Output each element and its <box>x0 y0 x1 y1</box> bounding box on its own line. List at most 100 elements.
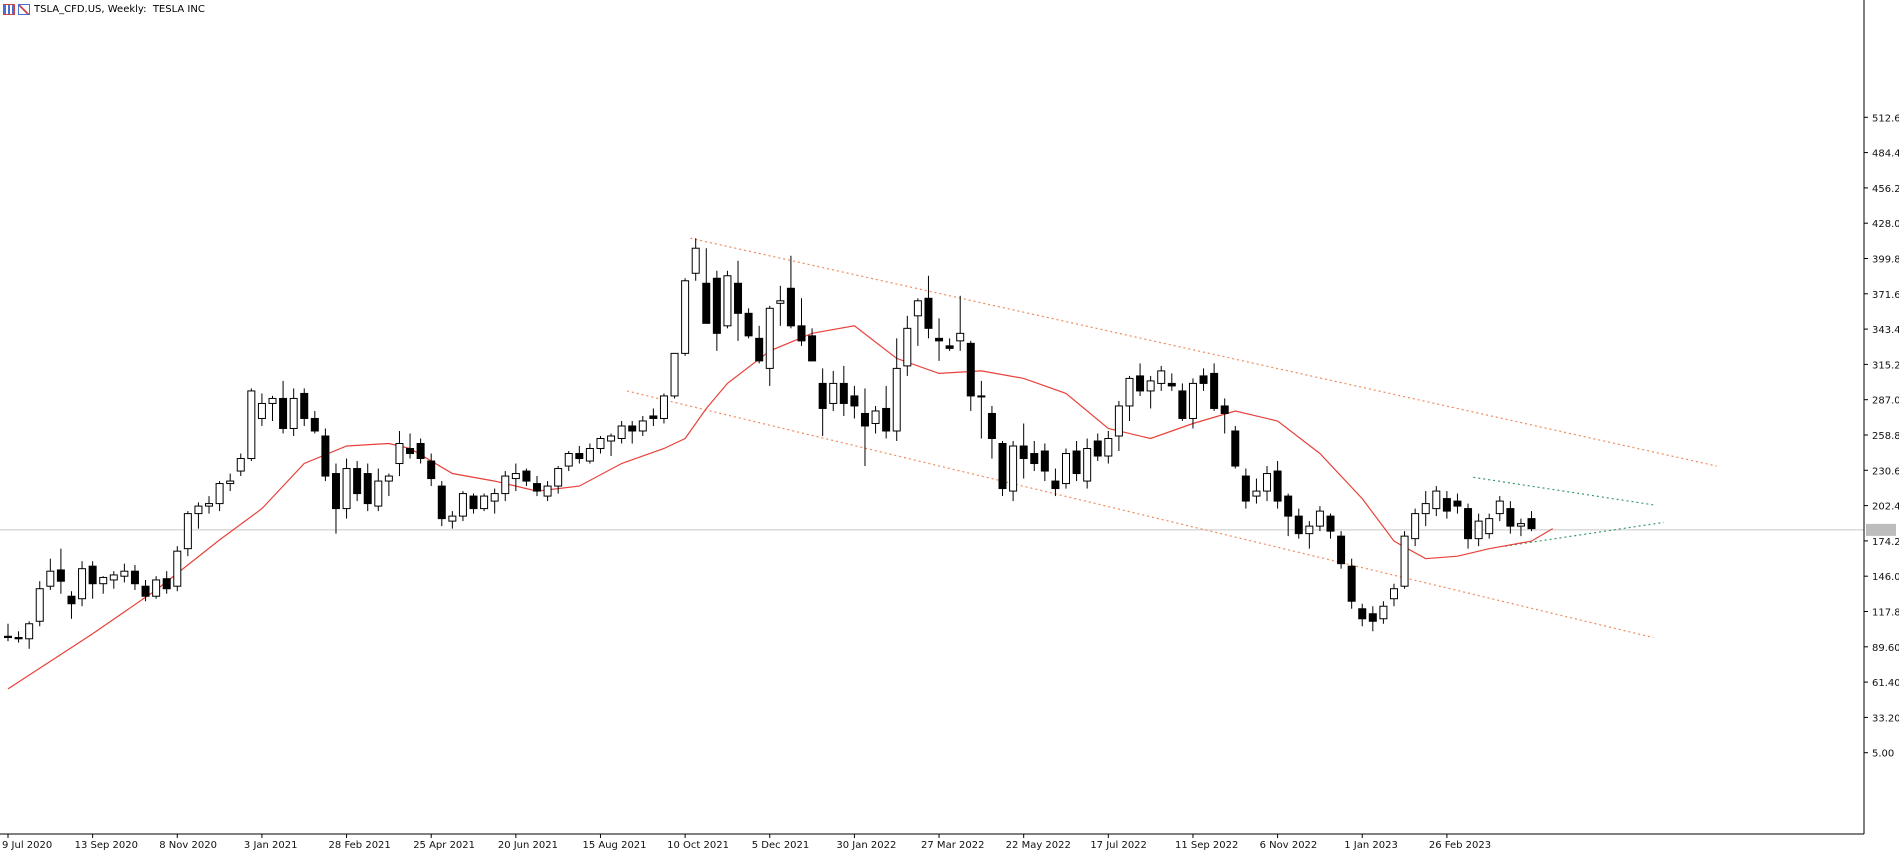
candle <box>797 298 806 346</box>
candle-body <box>1421 503 1430 515</box>
candle-body <box>945 345 954 349</box>
candle <box>575 446 584 464</box>
candle-body <box>956 332 965 342</box>
candle <box>279 380 288 434</box>
candle <box>670 352 679 399</box>
current-price-tag <box>1866 523 1896 536</box>
candle-body <box>808 335 817 362</box>
y-tick-label: 371.60 <box>1872 290 1899 301</box>
x-tick-label: 8 Nov 2020 <box>159 840 217 851</box>
candle <box>554 466 563 494</box>
candle <box>480 493 489 512</box>
candle <box>35 581 44 627</box>
y-tick-label: 89.60 <box>1872 643 1899 654</box>
candle <box>310 410 319 434</box>
candle <box>342 458 351 519</box>
candle-body <box>1157 370 1166 384</box>
x-tick-label: 9 Jul 2020 <box>2 840 52 851</box>
chart-grid-icon[interactable] <box>3 3 15 15</box>
candle-body <box>892 367 901 432</box>
candle-body <box>1072 450 1081 475</box>
candle <box>1072 441 1081 482</box>
candle-body <box>141 585 150 597</box>
candle <box>1389 583 1398 607</box>
candle <box>406 433 415 459</box>
candle <box>734 260 743 341</box>
candle-body <box>998 443 1007 490</box>
candle-body <box>723 275 732 327</box>
candle-body <box>215 483 224 505</box>
candle-body <box>871 410 880 424</box>
candle <box>659 393 668 424</box>
y-tick-label: 5.00 <box>1872 749 1894 760</box>
candle-body <box>903 327 912 367</box>
candle-body <box>818 382 827 409</box>
candle-body <box>839 382 848 404</box>
candle <box>1167 373 1176 391</box>
candle-body <box>797 325 806 342</box>
candle <box>533 476 541 497</box>
candle <box>1358 603 1367 627</box>
candle <box>120 563 129 583</box>
candle-body <box>300 392 309 419</box>
candle <box>257 393 266 426</box>
y-tick-label: 258.80 <box>1872 431 1899 442</box>
candle-body <box>1210 372 1219 409</box>
candle <box>649 408 658 426</box>
candle <box>691 238 700 281</box>
plot-area[interactable] <box>0 237 1864 690</box>
candle <box>490 488 499 514</box>
x-tick-label: 3 Jan 2021 <box>244 840 298 851</box>
candle <box>903 315 912 376</box>
y-tick-label: 484.40 <box>1872 149 1899 160</box>
indicator-icon[interactable] <box>18 3 30 15</box>
candle <box>755 325 764 364</box>
candle <box>1093 433 1102 462</box>
candle-body <box>1326 515 1335 532</box>
triangle-upper-line <box>1473 476 1654 506</box>
candle <box>1506 501 1515 534</box>
candle-body <box>78 568 87 600</box>
candle <box>226 473 235 492</box>
candle-body <box>564 453 573 467</box>
candle-body <box>226 480 235 485</box>
candle <box>1474 513 1483 547</box>
candle <box>1241 468 1250 509</box>
candle <box>1442 491 1451 519</box>
candle <box>268 395 277 421</box>
candle <box>300 388 309 426</box>
candle-body <box>458 493 467 517</box>
candle <box>1030 441 1039 472</box>
candle-body <box>1506 508 1515 527</box>
candle-body <box>511 473 520 480</box>
candle-body <box>522 470 531 482</box>
candle <box>236 453 245 477</box>
candle <box>1114 400 1123 452</box>
candle-body <box>120 570 129 577</box>
candle <box>88 561 97 599</box>
candle-body <box>1114 405 1123 437</box>
x-tick-label: 26 Feb 2023 <box>1429 840 1491 851</box>
x-tick-label: 15 Aug 2021 <box>582 840 646 851</box>
candle <box>1104 430 1113 464</box>
candle-body <box>395 443 404 465</box>
candle-body <box>681 280 690 354</box>
candle-body <box>363 473 372 505</box>
candle <box>1231 425 1240 469</box>
candle <box>786 255 795 329</box>
candle-body <box>1093 440 1102 457</box>
x-tick-label: 10 Oct 2021 <box>667 840 729 851</box>
y-tick-label: 61.40 <box>1872 678 1899 689</box>
candle-body <box>501 475 510 495</box>
candle <box>1051 468 1060 497</box>
candle <box>458 491 467 522</box>
x-tick-label: 25 Apr 2021 <box>413 840 475 851</box>
candle-body <box>194 505 203 515</box>
candle-body <box>1241 475 1250 502</box>
candle-body <box>162 578 171 590</box>
candle <box>331 463 340 534</box>
candle-body <box>46 570 55 587</box>
candle <box>892 338 901 442</box>
candle <box>765 305 774 386</box>
